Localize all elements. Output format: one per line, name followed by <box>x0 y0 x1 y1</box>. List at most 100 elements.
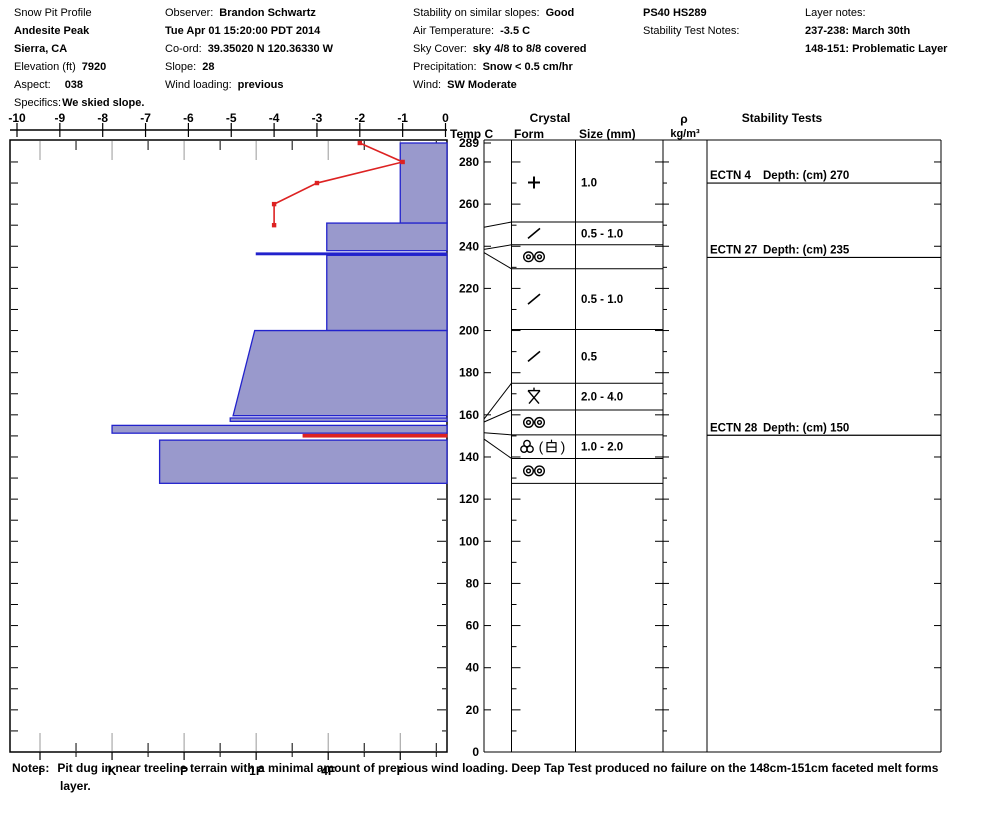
crystal-form-symbol-slash <box>527 227 541 240</box>
crystal-header: Crystal <box>530 111 571 125</box>
temp-tick-label: -8 <box>97 111 108 125</box>
hardness-bar <box>111 424 448 434</box>
hardness-bar <box>229 417 448 423</box>
paren: ( <box>539 439 544 455</box>
grain-size-value: 1.0 - 2.0 <box>581 442 623 454</box>
crystal-form-symbol-double-circles <box>523 251 546 263</box>
temperature-point <box>400 159 405 165</box>
temp-tick-label: -10 <box>8 111 26 125</box>
flagged-problem-layer <box>302 433 448 438</box>
grain-size-value: 0.5 <box>581 351 598 363</box>
coord-label: Co-ord: <box>165 43 202 55</box>
stability-test-depth: Depth: (cm) 270 <box>763 170 849 182</box>
crystal-form-symbol-slash <box>527 350 541 362</box>
layer-depth-strip <box>483 142 512 711</box>
temp-tick-label: -5 <box>226 111 237 125</box>
aspect-label: Aspect: <box>14 79 51 91</box>
wind-loading-value: previous <box>237 79 284 91</box>
depth-label: 140 <box>459 450 479 464</box>
coord-value: 39.35020 N 120.36330 W <box>207 43 334 55</box>
hardness-tick-label: F <box>397 764 404 778</box>
depth-label: 289 <box>459 136 479 150</box>
right-panel-frame <box>483 139 942 753</box>
specifics-value: We skied slope. <box>62 97 145 109</box>
hardness-bar <box>326 222 448 252</box>
hardness-bars <box>111 142 448 484</box>
grain-size-value: 0.5 - 1.0 <box>581 294 623 306</box>
temperature-point <box>271 201 277 207</box>
depth-label: 80 <box>466 576 480 590</box>
depth-axis-labels: 2892802602402202001801601401201008060402… <box>459 136 479 759</box>
crystal-form-symbol-slash <box>527 293 541 305</box>
depth-label: 280 <box>459 155 479 169</box>
temperature-point <box>314 180 320 186</box>
site-region: Sierra, CA <box>14 43 68 55</box>
notes-line2: layer. <box>60 779 91 793</box>
slope-label: Slope: <box>165 61 197 73</box>
hardness-tick-label: P <box>180 764 188 778</box>
crystal-form-symbol-melt-facet: () <box>520 439 566 455</box>
stability-value: Good <box>545 7 575 19</box>
precipitation-label: Precipitation: <box>413 61 477 73</box>
grain-size-value: 2.0 - 4.0 <box>581 392 623 404</box>
elevation-value: 7920 <box>81 61 107 73</box>
stability-test-notes-label: Stability Test Notes: <box>643 25 740 37</box>
stability-tests-header: Stability Tests <box>742 111 823 125</box>
slope-value: 28 <box>202 61 215 73</box>
hardness-tick-label: K <box>108 764 117 778</box>
depth-label: 160 <box>459 408 479 422</box>
depth-label: 100 <box>459 534 479 548</box>
crystal-form-symbol-plus <box>528 176 540 189</box>
wind-label: Wind: <box>413 79 442 91</box>
paren: ) <box>561 439 566 455</box>
temp-tick-label: -3 <box>312 111 323 125</box>
grain-size-value: 1.0 <box>581 178 597 190</box>
size-header: Size (mm) <box>579 127 636 141</box>
depth-label: 40 <box>466 661 480 675</box>
observer-label: Observer: <box>165 7 214 19</box>
depth-label: 180 <box>459 366 479 380</box>
layer-note-item: 148-151: Problematic Layer <box>805 43 948 55</box>
sky-cover-label: Sky Cover: <box>413 43 467 55</box>
column-headers: Crystal Form Size (mm) ρ kg/m³ Stability Test… <box>514 111 823 141</box>
stability-test-name: ECTN 4 <box>710 170 752 182</box>
form-header: Form <box>514 127 544 141</box>
crystal-form-symbol-surface-hoar <box>527 387 541 405</box>
stability-test-name: ECTN 27 <box>710 244 757 256</box>
temp-tick-label: -7 <box>140 111 151 125</box>
stability-tests-column: ECTN 4 Depth: (cm) 270 ECTN 27 Depth: (cm) … <box>707 161 941 711</box>
density-unit-header: kg/m³ <box>670 128 700 140</box>
crystal-form-rows: 1.0 0.5 - 1.0 0.5 - 1.0 0.5 2.0 - 4.0 () 1.0 -… <box>511 161 669 732</box>
layer-notes-title: Layer notes: <box>805 7 866 19</box>
temp-tick-label: -6 <box>183 111 194 125</box>
datetime-value: Tue Apr 01 15:20:00 PDT 2014 <box>165 25 321 37</box>
notes-line1: Pit dug in near treeline terrain with a … <box>57 761 939 775</box>
depth-label: 220 <box>459 281 479 295</box>
observer-value: Brandon Schwartz <box>219 7 316 19</box>
header-col-site: Snow Pit Profile Andesite Peak Sierra, C… <box>14 4 144 112</box>
stability-label: Stability on similar slopes: <box>413 7 540 19</box>
hardness-bar <box>232 329 448 417</box>
crystal-form-symbol-double-circles <box>523 465 546 477</box>
stability-test-depth: Depth: (cm) 235 <box>763 244 850 256</box>
footer-notes: Notes: Pit dug in near treeline terrain w… <box>12 761 938 775</box>
pit-code: PS40 HS289 <box>643 7 707 19</box>
sky-cover-value: sky 4/8 to 8/8 covered <box>472 43 587 55</box>
header-col-conditions: Stability on similar slopes: Good Air Tem… <box>413 4 587 94</box>
temp-tick-label: -4 <box>269 111 280 125</box>
crystal-form-symbol-double-circles <box>523 416 546 428</box>
hardness-bar <box>326 254 448 332</box>
header-col-meta: PS40 HS289 Stability Test Notes: <box>643 4 739 40</box>
hardness-axis: I K P 1F 4F F <box>38 752 437 778</box>
hardness-gridline-stubs <box>39 141 437 751</box>
temperature-point <box>271 222 277 228</box>
grain-size-value: 0.5 - 1.0 <box>581 228 623 240</box>
temp-tick-label: 0 <box>442 111 449 125</box>
depth-label: 200 <box>459 324 479 338</box>
depth-label: 120 <box>459 492 479 506</box>
hardness-bar <box>158 439 448 484</box>
precipitation-value: Snow < 0.5 cm/hr <box>482 61 573 73</box>
aspect-value: 038 <box>64 79 84 91</box>
air-temp-label: Air Temperature: <box>413 25 495 37</box>
